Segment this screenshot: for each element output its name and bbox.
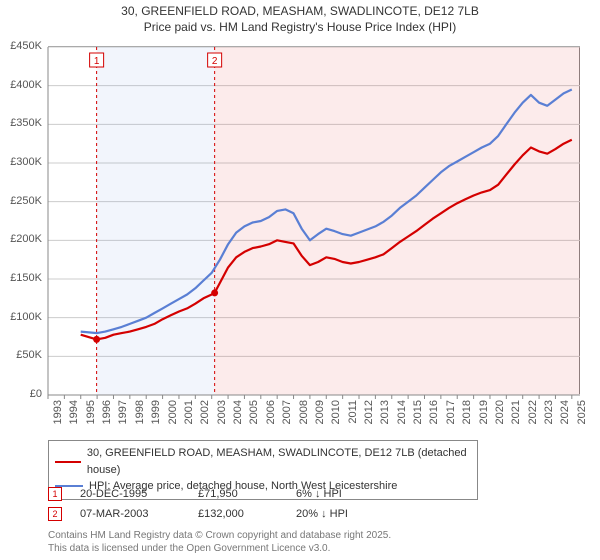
legend-row-paid: 30, GREENFIELD ROAD, MEASHAM, SWADLINCOT… xyxy=(55,445,471,478)
y-tick-label: £450K xyxy=(10,40,42,52)
x-tick-label: 2015 xyxy=(412,400,424,424)
x-tick-label: 2004 xyxy=(232,400,244,424)
x-tick-label: 2007 xyxy=(281,400,293,424)
sale-price: £71,950 xyxy=(198,488,278,500)
legend-label-paid: 30, GREENFIELD ROAD, MEASHAM, SWADLINCOT… xyxy=(87,445,471,478)
footer-line-1: Contains HM Land Registry data © Crown c… xyxy=(48,530,588,543)
y-tick-label: £100K xyxy=(10,311,42,323)
x-tick-label: 1993 xyxy=(52,400,64,424)
sale-marker: 2 xyxy=(48,507,62,521)
y-tick-label: £0 xyxy=(30,388,42,400)
svg-text:2: 2 xyxy=(212,56,218,67)
title-line-2: Price paid vs. HM Land Registry's House … xyxy=(0,20,600,36)
x-tick-label: 1999 xyxy=(150,400,162,424)
footer-line-2: This data is licensed under the Open Gov… xyxy=(48,543,588,556)
x-tick-label: 2021 xyxy=(510,400,522,424)
x-tick-label: 2008 xyxy=(298,400,310,424)
sale-row: 1 20-DEC-1995 £71,950 6% ↓ HPI xyxy=(48,484,568,504)
x-tick-label: 2025 xyxy=(576,400,588,424)
sale-price: £132,000 xyxy=(198,508,278,520)
sales-table: 1 20-DEC-1995 £71,950 6% ↓ HPI 2 07-MAR-2003 £… xyxy=(48,484,568,524)
footer: Contains HM Land Registry data © Crown c… xyxy=(48,530,588,555)
x-tick-label: 2012 xyxy=(363,400,375,424)
x-tick-label: 2011 xyxy=(347,400,359,424)
x-tick-label: 2010 xyxy=(330,400,342,424)
y-tick-label: £150K xyxy=(10,272,42,284)
x-tick-label: 2002 xyxy=(199,400,211,424)
sale-row: 2 07-MAR-2003 £132,000 20% ↓ HPI xyxy=(48,504,568,524)
x-tick-label: 2020 xyxy=(494,400,506,424)
x-tick-label: 1994 xyxy=(68,400,80,424)
x-tick-label: 1998 xyxy=(134,400,146,424)
x-tick-label: 1996 xyxy=(101,400,113,424)
plot-svg: 12 xyxy=(48,47,580,395)
y-tick-label: £350K xyxy=(10,117,42,129)
x-tick-label: 2005 xyxy=(248,400,260,424)
legend-swatch-paid xyxy=(55,461,81,463)
sale-marker: 1 xyxy=(48,487,62,501)
y-tick-label: £300K xyxy=(10,156,42,168)
svg-text:1: 1 xyxy=(94,56,100,67)
y-tick-label: £250K xyxy=(10,195,42,207)
chart-container: 30, GREENFIELD ROAD, MEASHAM, SWADLINCOT… xyxy=(0,0,600,560)
plot-area: 12 xyxy=(48,46,580,394)
x-tick-label: 2016 xyxy=(428,400,440,424)
x-tick-label: 2022 xyxy=(527,400,539,424)
x-tick-label: 2013 xyxy=(379,400,391,424)
x-axis: 1993 1994 1995 1996 1997 1998 1999 2000 2001 2002… xyxy=(48,398,580,438)
y-tick-label: £200K xyxy=(10,233,42,245)
sale-date: 20-DEC-1995 xyxy=(80,488,180,500)
y-tick-label: £400K xyxy=(10,79,42,91)
title-block: 30, GREENFIELD ROAD, MEASHAM, SWADLINCOT… xyxy=(0,0,600,35)
x-tick-label: 2000 xyxy=(167,400,179,424)
x-tick-label: 1995 xyxy=(85,400,97,424)
y-axis: £0£50K£100K£150K£200K£250K£300K£350K£400… xyxy=(0,46,44,394)
x-tick-label: 2024 xyxy=(559,400,571,424)
x-tick-label: 2017 xyxy=(445,400,457,424)
sale-date: 07-MAR-2003 xyxy=(80,508,180,520)
x-tick-label: 2003 xyxy=(216,400,228,424)
x-tick-label: 2014 xyxy=(396,400,408,424)
y-tick-label: £50K xyxy=(16,349,42,361)
x-tick-label: 2006 xyxy=(265,400,277,424)
x-tick-label: 2023 xyxy=(543,400,555,424)
x-tick-label: 2009 xyxy=(314,400,326,424)
x-tick-label: 2019 xyxy=(478,400,490,424)
x-tick-label: 2001 xyxy=(183,400,195,424)
x-tick-label: 1997 xyxy=(117,400,129,424)
sale-hpi: 20% ↓ HPI xyxy=(296,508,396,520)
sale-hpi: 6% ↓ HPI xyxy=(296,488,396,500)
x-tick-label: 2018 xyxy=(461,400,473,424)
title-line-1: 30, GREENFIELD ROAD, MEASHAM, SWADLINCOT… xyxy=(0,4,600,20)
